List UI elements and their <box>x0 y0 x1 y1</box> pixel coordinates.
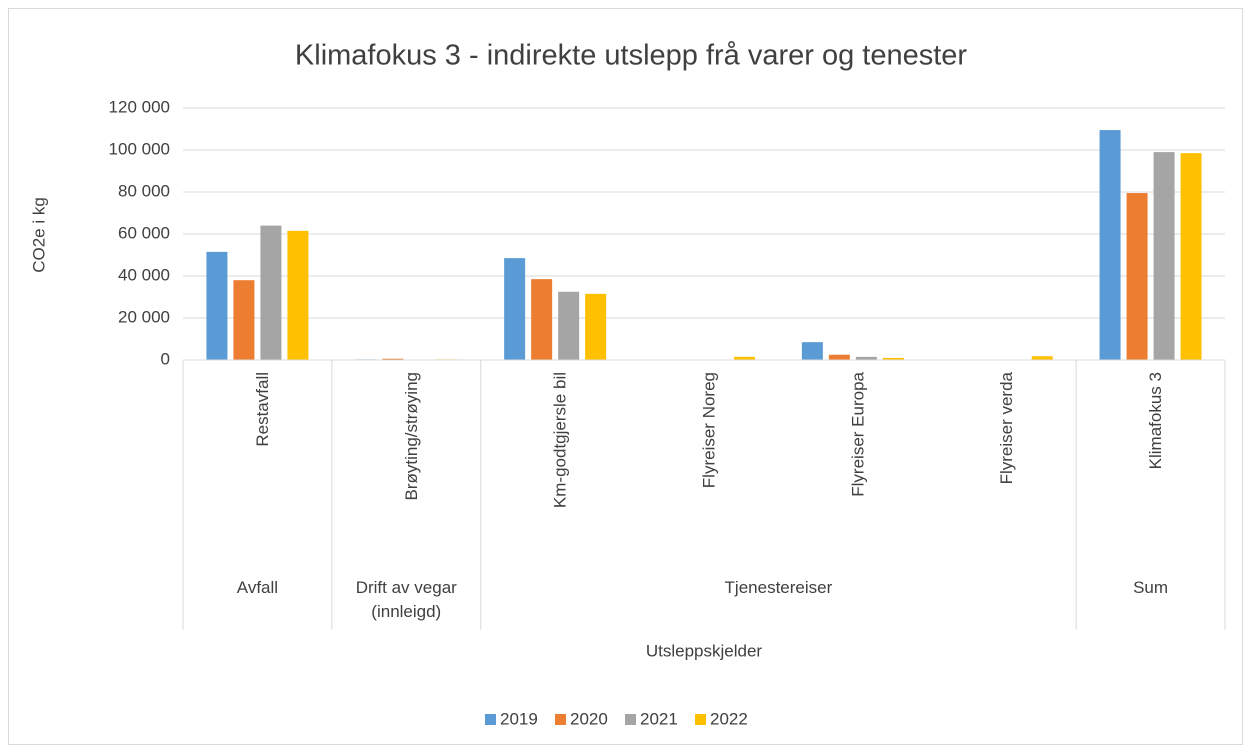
bar <box>558 291 580 360</box>
bar <box>233 280 255 360</box>
x-axis-title: Utsleppskjelder <box>646 641 763 660</box>
bar <box>260 225 282 360</box>
bar <box>531 279 553 360</box>
bar <box>734 356 755 360</box>
chart-border <box>8 8 1243 745</box>
legend-label: 2020 <box>570 709 608 728</box>
x-tick-label: Flyreiser Europa <box>848 371 867 496</box>
bar <box>1099 130 1121 360</box>
legend-label: 2021 <box>640 709 678 728</box>
y-tick-label: 0 <box>161 349 170 368</box>
legend-label: 2019 <box>500 709 538 728</box>
legend-swatch <box>485 714 496 725</box>
bar <box>1031 356 1053 360</box>
bar <box>1180 153 1202 360</box>
legend-swatch <box>695 714 706 725</box>
bar <box>882 357 904 360</box>
bar <box>855 356 877 360</box>
y-tick-label: 120 000 <box>109 97 170 116</box>
legend-label: 2022 <box>710 709 748 728</box>
x-tick-label: Klimafokus 3 <box>1146 372 1165 469</box>
y-tick-label: 100 000 <box>109 139 170 158</box>
legend-swatch <box>555 714 566 725</box>
bar <box>801 342 823 360</box>
group-label: Sum <box>1133 578 1169 597</box>
group-label: Tjenestereiser <box>724 578 833 597</box>
y-tick-label: 20 000 <box>118 307 170 326</box>
group-label: Drift av vegar (innleigd) <box>355 578 457 621</box>
bar <box>1153 152 1175 360</box>
y-axis-title: CO2e i kg <box>29 197 48 273</box>
x-tick-label: Flyreiser verda <box>997 371 1016 484</box>
chart-title: Klimafokus 3 - indirekte utslepp frå var… <box>295 40 967 72</box>
bar <box>504 258 526 360</box>
bar <box>287 230 309 360</box>
x-tick-label: Restavfall <box>253 372 272 447</box>
x-tick-label: Km-godtgjersle bil <box>551 372 570 508</box>
x-tick-label: Brøyting/strøying <box>402 372 421 500</box>
bar <box>1126 193 1148 360</box>
bar <box>206 251 228 360</box>
y-tick-label: 60 000 <box>118 223 170 242</box>
y-tick-label: 80 000 <box>118 181 170 200</box>
legend-swatch <box>625 714 636 725</box>
x-tick-label: Flyreiser Noreg <box>699 372 718 488</box>
group-label: Avfall <box>236 578 279 597</box>
bar <box>828 354 850 360</box>
bar <box>382 358 404 360</box>
bar <box>585 293 607 360</box>
y-tick-label: 40 000 <box>118 265 170 284</box>
